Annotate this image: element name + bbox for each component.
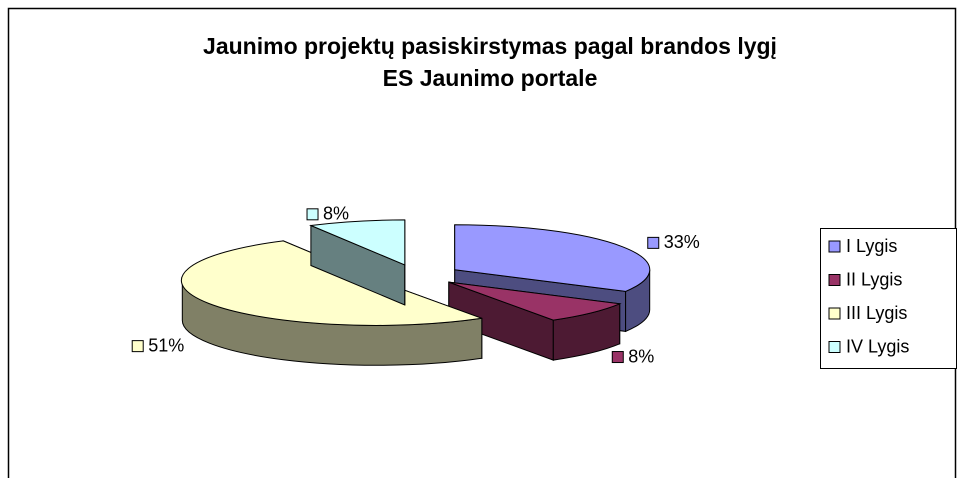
- data-label: 8%: [628, 346, 654, 366]
- legend-label: III Lygis: [846, 303, 907, 323]
- label-key: [131, 340, 144, 353]
- data-label: 33%: [664, 232, 700, 252]
- slice-top: [448, 281, 622, 321]
- pie-slice: [308, 219, 406, 306]
- slice-top: [454, 224, 651, 292]
- pie-slice: [448, 281, 622, 361]
- legend-swatch: [828, 240, 841, 253]
- pie-slice: [454, 224, 651, 333]
- legend-label: IV Lygis: [846, 336, 909, 356]
- data-label: 8%: [323, 204, 349, 224]
- chart-title: Jaunimo projektų pasiskirstymas pagal br…: [203, 33, 777, 91]
- slice-top: [180, 240, 482, 326]
- legend-box: [820, 228, 957, 369]
- legend-swatch: [828, 274, 841, 286]
- legend-label: II Lygis: [846, 269, 902, 289]
- pie-slice: [180, 240, 483, 366]
- label-key: [306, 208, 319, 221]
- legend-swatch: [828, 307, 841, 320]
- legend-label: I Lygis: [846, 236, 897, 256]
- label-key: [611, 351, 624, 364]
- label-key: [647, 236, 660, 249]
- data-label: 51%: [148, 335, 184, 355]
- slice-top: [308, 219, 406, 266]
- legend-swatch: [828, 341, 841, 353]
